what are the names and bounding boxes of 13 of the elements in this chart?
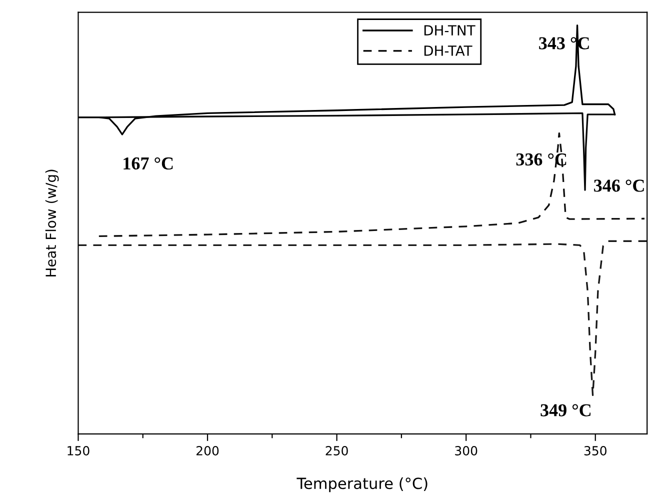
legend-label: DH-TNT: [424, 25, 476, 36]
annotation: 167 °C: [124, 157, 173, 170]
x-axis-title: Temperature (°C): [296, 477, 428, 492]
annotation: 346 °C: [594, 180, 644, 192]
annotation: 349 °C: [540, 404, 590, 416]
annotation: 336 °C: [516, 153, 566, 166]
x-tick-label: 350: [584, 446, 606, 456]
x-tick-label: 250: [326, 446, 348, 456]
x-tick-label: 300: [455, 446, 478, 456]
x-tick-label: 200: [196, 446, 219, 456]
y-axis-title: Heat Flow (w/g): [45, 170, 59, 276]
x-tick-label: 150: [68, 446, 90, 456]
legend-label: DH-TAT: [424, 46, 472, 56]
